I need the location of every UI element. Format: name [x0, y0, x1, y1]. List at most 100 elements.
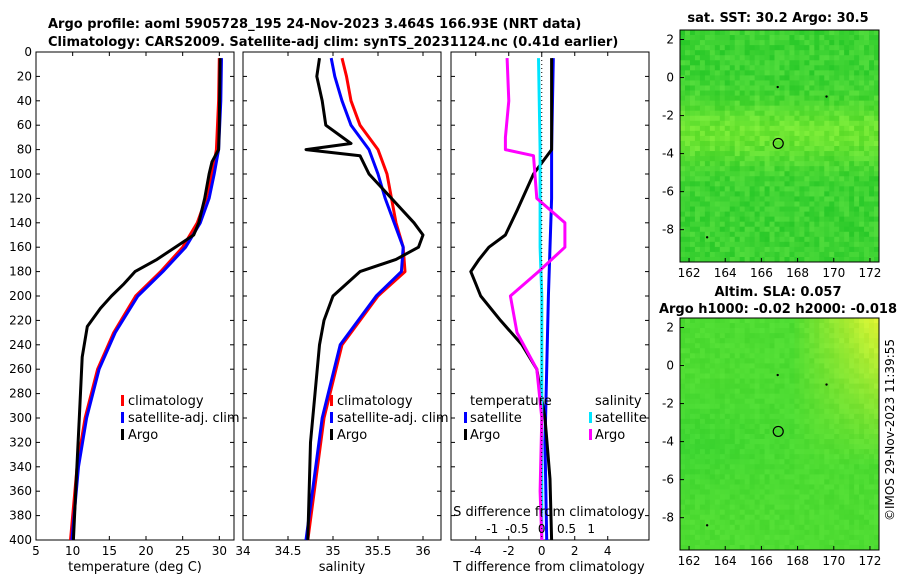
map-cell: [864, 55, 870, 61]
map-cell: [694, 449, 701, 455]
map-cell: [819, 90, 825, 96]
map-cell: [849, 524, 855, 531]
map-cell: [714, 256, 721, 263]
map-cell: [709, 85, 716, 91]
map-cell: [834, 393, 840, 400]
map-cell: [704, 50, 711, 56]
map-cell: [844, 479, 850, 485]
map-cell: [849, 479, 855, 485]
map-cell: [869, 191, 875, 197]
map-cell: [844, 373, 850, 379]
map-cell: [684, 484, 691, 490]
map-cell: [834, 378, 840, 384]
map-cell: [789, 544, 795, 551]
map-cell: [774, 130, 780, 137]
map-cell: [789, 413, 795, 420]
map-cell: [849, 176, 855, 182]
map-cell: [834, 191, 840, 197]
map-cell: [754, 544, 761, 551]
map-cell: [724, 221, 731, 228]
map-cell: [774, 35, 780, 41]
map-cell: [759, 85, 765, 91]
map-cell: [864, 231, 870, 238]
map-cell: [784, 484, 790, 490]
map-cell: [754, 166, 761, 172]
map-cell: [859, 534, 865, 541]
map-cell: [844, 489, 850, 495]
map-cell: [779, 393, 785, 400]
map-cell: [844, 363, 850, 369]
map-cell: [704, 115, 711, 122]
map-cell: [734, 256, 741, 263]
map-cell: [709, 115, 716, 122]
map-cell: [714, 115, 721, 122]
map-cell: [819, 529, 825, 536]
map-cell: [749, 343, 756, 349]
map-cell: [779, 454, 785, 460]
map-cell: [869, 115, 875, 122]
x-tick-label: 2: [571, 544, 579, 558]
map-cell: [709, 418, 716, 425]
map-cell: [734, 534, 741, 541]
map-cell: [819, 403, 825, 410]
map-cell: [689, 348, 696, 354]
map-cell: [824, 519, 830, 526]
map-cell: [739, 75, 746, 81]
map-cell: [794, 519, 800, 526]
map-cell: [739, 70, 746, 76]
map-cell: [684, 246, 691, 253]
map-cell: [799, 428, 805, 435]
map-cell: [874, 211, 880, 218]
map-cell: [729, 388, 736, 395]
map-cell: [859, 241, 865, 248]
map-cell: [874, 529, 880, 536]
map-cell: [759, 50, 765, 56]
map-cell: [819, 35, 825, 41]
map-cell: [854, 226, 860, 233]
map-cell: [709, 181, 716, 187]
map-cell: [749, 146, 756, 152]
map-cell: [874, 343, 880, 349]
map-cell: [854, 156, 860, 162]
map-cell: [859, 181, 865, 187]
map-cell: [749, 398, 756, 405]
map-cell: [824, 383, 830, 390]
map-cell: [694, 479, 701, 485]
map-cell: [839, 236, 845, 243]
map-cell: [839, 206, 845, 212]
map-cell: [699, 514, 706, 521]
map-cell: [794, 388, 800, 395]
map-cell: [739, 449, 746, 455]
map-cell: [694, 196, 701, 202]
map-cell: [699, 544, 706, 551]
map-cell: [784, 398, 790, 405]
map-cell: [849, 353, 855, 359]
map-cell: [819, 509, 825, 516]
map-cell: [814, 348, 820, 354]
map-cell: [874, 403, 880, 410]
map-cell: [844, 125, 850, 132]
map-cell: [699, 388, 706, 395]
map-cell: [729, 539, 736, 546]
map-cell: [754, 75, 761, 81]
map-cell: [864, 100, 870, 107]
map-cell: [789, 418, 795, 425]
map-cell: [824, 125, 830, 132]
map-cell: [744, 413, 751, 420]
map-cell: [819, 373, 825, 379]
map-cell: [734, 176, 741, 182]
map-cell: [774, 323, 780, 329]
map-cell: [714, 95, 721, 102]
map-cell: [739, 30, 746, 36]
map-cell: [839, 454, 845, 460]
map-cell: [769, 125, 775, 132]
map-cell: [784, 146, 790, 152]
map-cell: [759, 216, 765, 223]
map-cell: [854, 191, 860, 197]
map-cell: [739, 181, 746, 187]
map-cell: [779, 181, 785, 187]
map-cell: [839, 156, 845, 162]
map-cell: [819, 479, 825, 485]
map-cell: [734, 368, 741, 374]
